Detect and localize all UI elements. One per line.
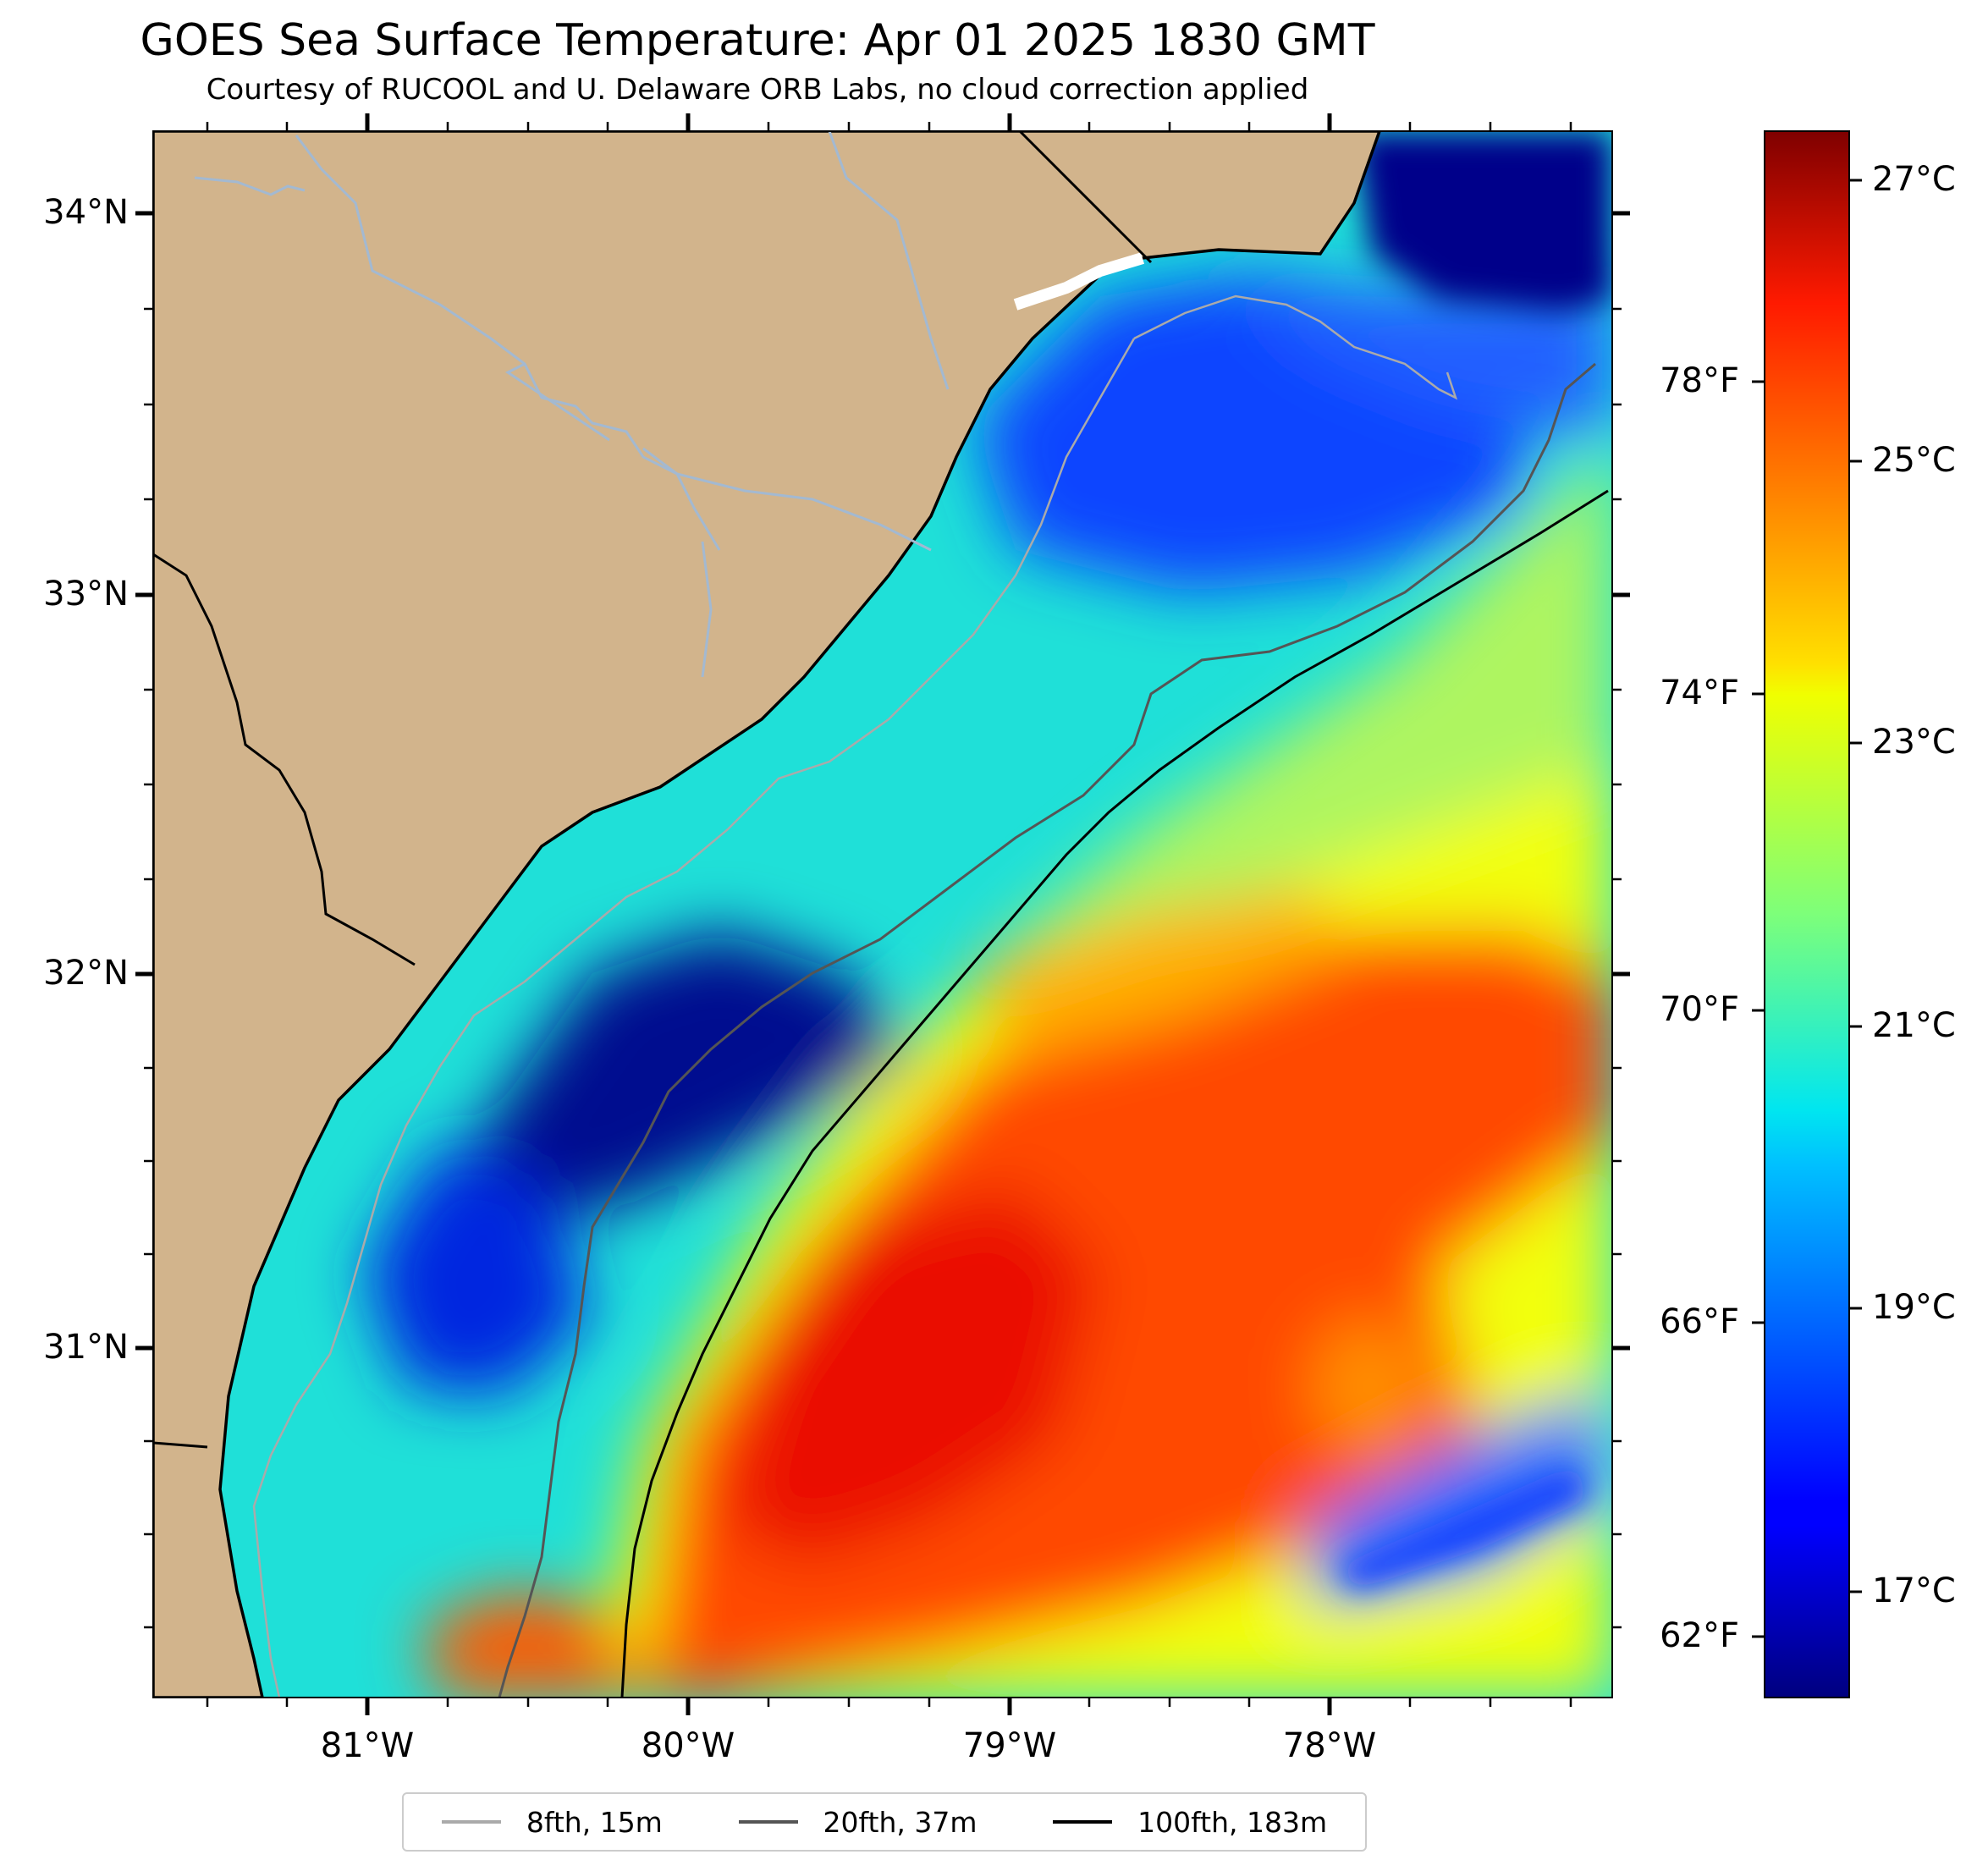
lon-label: 80°W bbox=[641, 1726, 735, 1765]
map-subtitle: Courtesy of RUCOOL and U. Delaware ORB L… bbox=[206, 73, 1309, 107]
lat-label: 33°N bbox=[43, 575, 129, 614]
rivers bbox=[194, 131, 950, 678]
lon-label: 79°W bbox=[962, 1726, 1057, 1765]
lon-label: 78°W bbox=[1282, 1726, 1377, 1765]
lon-label: 81°W bbox=[320, 1726, 415, 1765]
colorbar-fahrenheit-label: 74°F bbox=[1660, 674, 1739, 713]
map-frame bbox=[152, 130, 1613, 1698]
state-boundaries bbox=[153, 131, 1153, 1449]
lat-label: 32°N bbox=[43, 954, 129, 993]
colorbar-ticks bbox=[1752, 179, 1862, 1638]
colorbar-celsius-label: 21°C bbox=[1872, 1006, 1956, 1045]
lat-label: 34°N bbox=[43, 193, 129, 232]
legend-label: 8fth, 15m bbox=[526, 1805, 663, 1839]
isobath-8fth bbox=[252, 338, 1136, 1698]
isobath-20fth bbox=[498, 362, 1596, 1698]
colorbar-fahrenheit-label: 66°F bbox=[1660, 1302, 1739, 1341]
legend-label: 20fth, 37m bbox=[823, 1805, 977, 1839]
lon-ticks bbox=[365, 113, 1332, 1715]
colorbar-fahrenheit-label: 70°F bbox=[1660, 990, 1739, 1029]
legend-swatch-line bbox=[738, 1820, 798, 1824]
legend-item-100fth: 100fth, 183m bbox=[1053, 1806, 1327, 1839]
isobaths bbox=[252, 294, 1609, 1698]
minor-ticks bbox=[144, 122, 1622, 1707]
colorbar-celsius-label: 25°C bbox=[1872, 441, 1956, 480]
colorbar-fahrenheit-label: 62°F bbox=[1660, 1616, 1739, 1655]
lat-label: 31°N bbox=[43, 1328, 129, 1367]
lat-ticks bbox=[135, 211, 1630, 1351]
legend-item-20fth: 20fth, 37m bbox=[738, 1805, 977, 1839]
isobath-8fth bbox=[1133, 294, 1458, 400]
colorbar-celsius-label: 19°C bbox=[1872, 1288, 1956, 1327]
legend-label: 100fth, 183m bbox=[1137, 1805, 1328, 1839]
land bbox=[153, 131, 1381, 1698]
isobath-100fth bbox=[620, 489, 1609, 1698]
legend-swatch-line bbox=[1053, 1820, 1113, 1824]
legend-item-8fth: 8fth, 15m bbox=[441, 1805, 663, 1839]
colorbar bbox=[1764, 130, 1850, 1698]
legend-swatch-line bbox=[441, 1820, 501, 1824]
isobath-legend: 8fth, 15m 20fth, 37m 100fth, 183m bbox=[402, 1792, 1367, 1852]
map-title: GOES Sea Surface Temperature: Apr 01 202… bbox=[140, 15, 1375, 66]
colorbar-fahrenheit-label: 78°F bbox=[1660, 361, 1739, 400]
colorbar-celsius-label: 17°C bbox=[1872, 1571, 1956, 1610]
colorbar-celsius-label: 23°C bbox=[1872, 723, 1956, 762]
colorbar-celsius-label: 27°C bbox=[1872, 160, 1956, 199]
